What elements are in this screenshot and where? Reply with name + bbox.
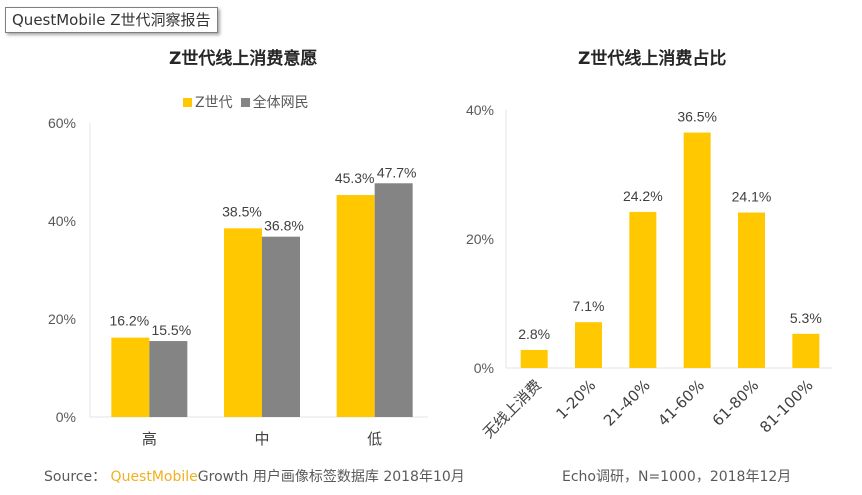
right-data-label: 7.1% — [573, 298, 605, 314]
report-tag: QuestMobile Z世代洞察报告 — [5, 7, 218, 33]
right-category-label: 61-80% — [709, 376, 763, 430]
right-source-note: Echo调研，N=1000，2018年12月 — [562, 469, 792, 485]
legend-swatch-z-gen — [183, 97, 192, 107]
left-data-label: 16.2% — [109, 313, 149, 329]
right-bar — [520, 349, 548, 368]
left-bar-all-users — [262, 236, 300, 417]
left-chart-title: Z世代线上消费意愿 — [169, 49, 318, 69]
right-data-label: 5.3% — [790, 310, 822, 326]
right-y-tick-label: 0% — [474, 360, 494, 376]
left-data-label: 45.3% — [335, 170, 375, 186]
left-category-label: 中 — [254, 430, 269, 448]
left-y-tick-label: 20% — [48, 311, 76, 327]
left-chart-legend: Z世代 全体网民 — [183, 92, 313, 112]
source-brand: QuestMobile — [110, 469, 198, 485]
legend-label-z-gen: Z世代 — [195, 95, 233, 111]
right-category-label: 41-60% — [654, 376, 708, 430]
right-category-label: 21-40% — [600, 376, 654, 430]
right-category-label: 无线上消费 — [479, 376, 545, 442]
left-y-tick-label: 0% — [56, 409, 76, 425]
left-bar-z-gen — [224, 228, 262, 417]
right-category-label: 1-20% — [552, 376, 599, 423]
legend-item-all-users: 全体网民 — [240, 92, 309, 112]
left-bar-z-gen — [336, 195, 375, 417]
right-y-tick-label: 40% — [466, 102, 494, 118]
source-rest: Growth 用户画像标签数据库 2018年10月 — [197, 469, 465, 485]
left-y-tick-label: 40% — [48, 213, 76, 229]
left-data-label: 36.8% — [264, 218, 304, 234]
right-data-label: 24.2% — [623, 188, 663, 204]
right-category-label: 81-100% — [756, 376, 816, 436]
left-source-note: Source： QuestMobileGrowth 用户画像标签数据库 2018… — [44, 466, 465, 486]
right-data-label: 24.1% — [732, 189, 772, 205]
right-data-label: 2.8% — [518, 326, 550, 342]
left-category-label: 低 — [367, 430, 382, 448]
right-y-tick-label: 20% — [466, 231, 494, 247]
source-prefix: Source： — [44, 469, 107, 485]
left-category-label: 高 — [142, 430, 157, 448]
right-bar — [738, 212, 765, 368]
left-data-label: 47.7% — [377, 164, 417, 180]
left-data-label: 38.5% — [222, 203, 262, 219]
right-chart-title: Z世代线上消费占比 — [578, 49, 727, 69]
left-bar-all-users — [374, 183, 413, 417]
right-bar — [575, 322, 602, 368]
left-y-tick-label: 60% — [48, 115, 76, 131]
right-bar — [629, 211, 657, 368]
right-bar — [683, 132, 711, 368]
right-data-label: 36.5% — [677, 109, 717, 125]
left-bar-z-gen — [111, 337, 150, 417]
legend-swatch-all-users — [240, 97, 250, 107]
legend-label-all-users: 全体网民 — [252, 95, 309, 111]
left-data-label: 15.5% — [151, 322, 191, 338]
left-bar-all-users — [149, 341, 188, 417]
right-bar — [792, 333, 820, 368]
legend-item-z-gen: Z世代 — [183, 92, 233, 112]
